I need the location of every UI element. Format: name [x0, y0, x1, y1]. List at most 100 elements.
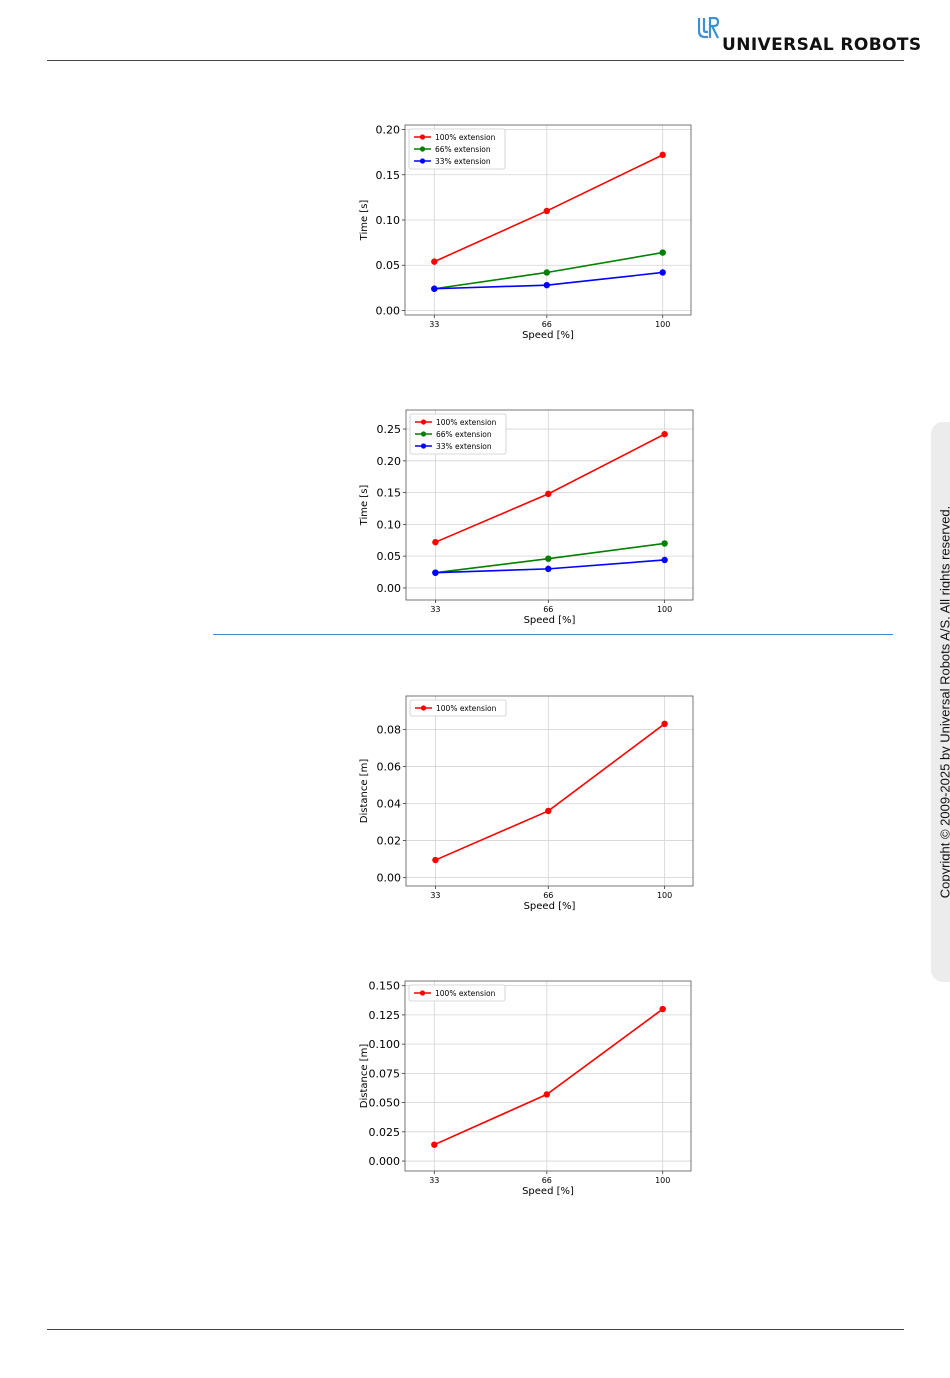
x-axis-label: Speed [%]: [524, 901, 576, 912]
data-point: [545, 565, 552, 573]
chart-distance-1: 33 66 100 0.00 0.02 0.04 0.06 0.08 Speed [%] Dist…: [359, 695, 694, 912]
y-tick-label: 0.02: [377, 835, 402, 848]
legend-box: [408, 984, 506, 1002]
legend-marker: [419, 146, 426, 152]
data-point: [432, 538, 439, 546]
y-tick-label: 0.025: [369, 1126, 401, 1139]
data-point: [659, 249, 666, 256]
x-tick-label: 33: [429, 1176, 439, 1185]
y-axis-label: Distance [m]: [359, 1044, 370, 1109]
y-tick-label: 0.125: [369, 1009, 401, 1022]
plot-frame: [405, 409, 694, 601]
y-axis-label: Distance [m]: [359, 759, 370, 824]
x-tick-label: 100: [655, 320, 670, 329]
data-point: [431, 258, 438, 265]
universal-robots-logo: UNIVERSAL ROBOTS: [698, 17, 921, 57]
y-tick-label: 0.04: [377, 798, 402, 811]
legend-label: 33% extension: [435, 157, 491, 166]
x-tick-label: 33: [429, 320, 439, 329]
legend-box: [409, 699, 507, 717]
legend-label: 66% extension: [435, 145, 491, 154]
data-point: [431, 285, 438, 292]
y-axis-label: Time [s]: [359, 200, 370, 242]
y-tick-label: 0.20: [376, 124, 401, 137]
y-tick-label: 0.08: [377, 723, 402, 736]
y-tick-label: 0.150: [369, 980, 401, 993]
data-point: [661, 540, 668, 547]
y-tick-label: 0.050: [369, 1097, 401, 1110]
y-tick-label: 0.05: [377, 550, 402, 563]
data-point: [431, 1141, 438, 1148]
x-axis-label: Speed [%]: [522, 330, 574, 341]
x-tick-label: 66: [542, 1176, 552, 1185]
y-tick-label: 0.000: [369, 1155, 401, 1168]
data-point: [661, 430, 668, 438]
y-tick-label: 0.05: [376, 259, 401, 272]
legend-marker: [419, 134, 426, 140]
y-tick-label: 0.25: [377, 423, 402, 436]
data-point: [432, 856, 439, 864]
x-tick-label: 100: [657, 891, 672, 900]
chart-time-1: 33 66 100 0.00 0.05 0.10 0.15 0.20 Speed [%] Time…: [359, 124, 692, 341]
y-tick-label: 0.00: [377, 582, 402, 595]
y-tick-label: 0.00: [377, 872, 402, 885]
plot-frame: [405, 695, 694, 887]
data-point: [543, 269, 551, 276]
legend-label: 100% extension: [435, 989, 496, 998]
legend-marker: [420, 431, 427, 437]
data-point: [543, 281, 551, 289]
x-axis-label: Speed [%]: [522, 1186, 574, 1197]
plot-area: [405, 981, 691, 1171]
chart-time-2: 33 66 100 0.00 0.05 0.10 0.15 0.20 0.25 Speed [%]…: [359, 409, 694, 626]
y-axis-label: Time [s]: [359, 485, 370, 527]
data-point: [661, 720, 668, 728]
legend-label: 100% extension: [436, 418, 497, 427]
data-point: [543, 207, 551, 215]
plot-frame: [404, 980, 692, 1172]
legend-marker: [420, 419, 427, 425]
y-tick-label: 0.10: [377, 518, 402, 531]
x-tick-label: 33: [430, 891, 440, 900]
legend-label: 100% extension: [435, 133, 496, 142]
logo-wordmark: UNIVERSAL ROBOTS: [722, 35, 922, 55]
footer-divider: [47, 1329, 904, 1330]
legend-label: 33% extension: [436, 442, 492, 451]
legend-box: [409, 413, 507, 455]
y-tick-label: 0.06: [377, 760, 402, 773]
legend-label: 66% extension: [436, 430, 492, 439]
data-point: [659, 151, 666, 159]
y-tick-label: 0.15: [376, 169, 401, 182]
ur-logo-icon: [698, 17, 720, 39]
chart-distance-2: 33 66 100 0.000 0.025 0.050 0.075 0.100 0.125 0.1…: [359, 980, 692, 1197]
x-tick-label: 100: [655, 1176, 670, 1185]
data-point: [659, 1005, 666, 1013]
data-point: [659, 269, 666, 276]
legend-marker: [420, 705, 427, 711]
y-tick-label: 0.00: [376, 304, 401, 317]
copyright-text: Copyright © 2009-2025 by Universal Robot…: [937, 505, 950, 899]
y-tick-label: 0.20: [377, 455, 402, 468]
x-tick-label: 33: [430, 605, 440, 614]
legend-box: [408, 128, 506, 170]
x-tick-label: 66: [542, 320, 552, 329]
data-point: [543, 1091, 551, 1098]
y-tick-label: 0.15: [377, 487, 402, 500]
x-axis-label: Speed [%]: [524, 615, 576, 626]
header-divider: [47, 60, 904, 61]
legend-marker: [419, 990, 426, 996]
section-divider: [213, 634, 893, 635]
y-tick-label: 0.100: [369, 1038, 401, 1051]
legend-marker: [419, 158, 426, 164]
plot-area: [406, 696, 693, 886]
x-tick-label: 66: [543, 605, 553, 614]
data-point: [545, 490, 552, 498]
legend-marker: [420, 443, 427, 449]
y-tick-label: 0.10: [376, 214, 401, 227]
x-tick-label: 66: [543, 891, 553, 900]
data-point: [432, 569, 439, 576]
data-point: [545, 807, 552, 815]
plot-frame: [404, 124, 692, 316]
y-tick-label: 0.075: [369, 1067, 401, 1080]
legend-label: 100% extension: [436, 704, 497, 713]
data-point: [545, 555, 552, 562]
